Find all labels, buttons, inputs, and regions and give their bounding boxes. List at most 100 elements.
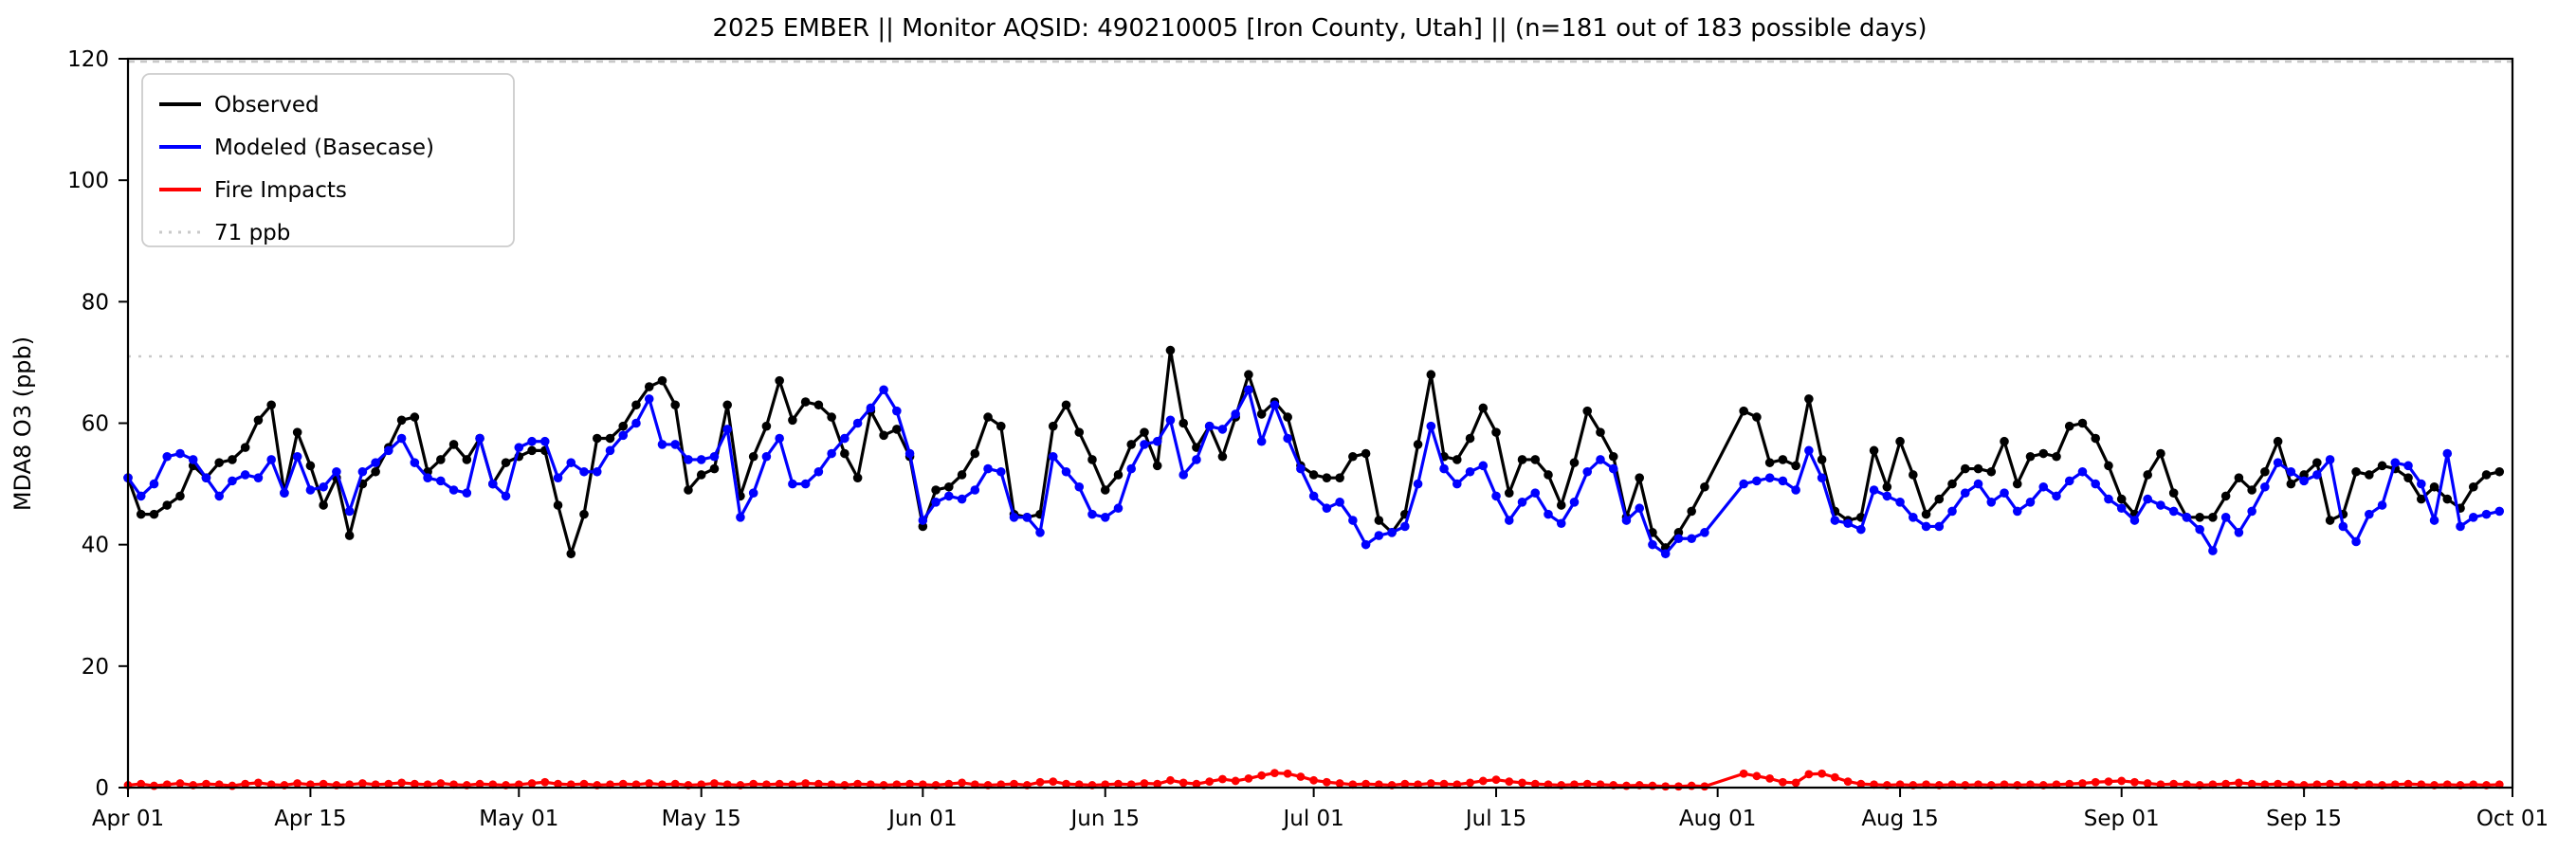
data-point [1843,777,1853,786]
data-point [1178,778,1188,788]
data-point [448,440,459,449]
x-tick-label: Jun 01 [886,807,958,831]
data-point [1022,513,1032,522]
data-point [448,485,459,495]
data-point [2104,461,2113,471]
data-point [2195,524,2204,535]
data-point [1608,463,1618,474]
data-point [371,458,380,467]
data-point [1569,458,1580,467]
data-point [1973,479,1983,489]
data-point [1856,779,1866,789]
data-point [202,779,210,789]
data-point [1244,385,1253,395]
x-tick-label: Apr 15 [274,807,346,831]
data-point [1544,509,1553,519]
data-point [1895,498,1905,507]
data-point [2065,779,2074,789]
data-point [670,440,681,449]
data-point [1505,777,1514,786]
data-series [123,345,2505,791]
data-point [319,779,328,789]
data-point [1791,778,1800,788]
data-point [2312,458,2322,467]
data-point [1205,777,1215,786]
data-point [2403,473,2413,482]
data-point [1817,473,1827,482]
data-point [1869,445,1879,456]
data-point [293,779,302,788]
data-point [1049,777,1058,786]
data-point [1308,470,1319,480]
data-point [2104,777,2113,786]
data-point [1374,531,1384,540]
data-point [970,448,980,459]
data-point [292,427,302,437]
data-point [1387,528,1397,537]
data-point [1283,769,1292,778]
data-point [2077,466,2088,477]
data-point [2208,546,2218,555]
data-point [1648,781,1657,790]
data-point [266,400,276,410]
data-point [684,455,693,464]
data-point [2038,448,2049,459]
data-point [2326,779,2334,789]
data-point [645,779,654,788]
data-point [527,445,537,456]
data-point [228,476,237,486]
y-tick-label: 60 [82,412,109,437]
data-point [149,509,159,519]
data-point [1674,782,1683,791]
data-point [1361,448,1371,459]
data-point [1752,412,1762,422]
data-point [1466,778,1474,788]
data-point [2442,494,2453,504]
data-point [761,421,772,431]
data-point [1544,470,1553,480]
data-point [1256,409,1267,419]
data-point [2143,470,2152,480]
legend-item-fire-impacts: Fire Impacts [159,178,347,203]
data-point [722,425,732,434]
data-point [1374,516,1384,525]
data-point [852,418,863,428]
data-point [579,779,589,789]
data-point [788,479,797,489]
data-point [1361,539,1371,550]
x-tick-label: Aug 01 [1679,807,1757,831]
data-point [944,481,954,492]
data-point [1478,461,1489,471]
data-point [2338,521,2348,532]
data-point [775,433,784,444]
data-point [1622,781,1631,790]
data-point [1204,421,1215,431]
legend-item-observed: Observed [159,93,320,118]
data-point [1074,481,1085,492]
data-point [710,779,719,788]
data-point [436,779,446,788]
data-point [1140,779,1149,788]
data-point [709,463,720,474]
data-point [1113,503,1124,514]
data-point [344,531,355,540]
data-point [618,430,629,441]
data-point [852,473,863,482]
data-point [1192,455,1201,464]
data-point [2351,466,2361,477]
data-point [2091,479,2101,489]
data-point [201,473,211,482]
data-point [2494,506,2505,517]
data-point [2000,488,2009,498]
data-point [410,412,420,422]
y-tick-label: 80 [82,290,109,315]
data-point [475,779,484,789]
data-point [266,455,276,464]
data-point [253,473,264,482]
data-point [1973,463,1983,474]
data-point [1009,513,1019,522]
data-point [188,455,198,464]
data-point [2000,436,2009,446]
data-point [2456,521,2465,532]
